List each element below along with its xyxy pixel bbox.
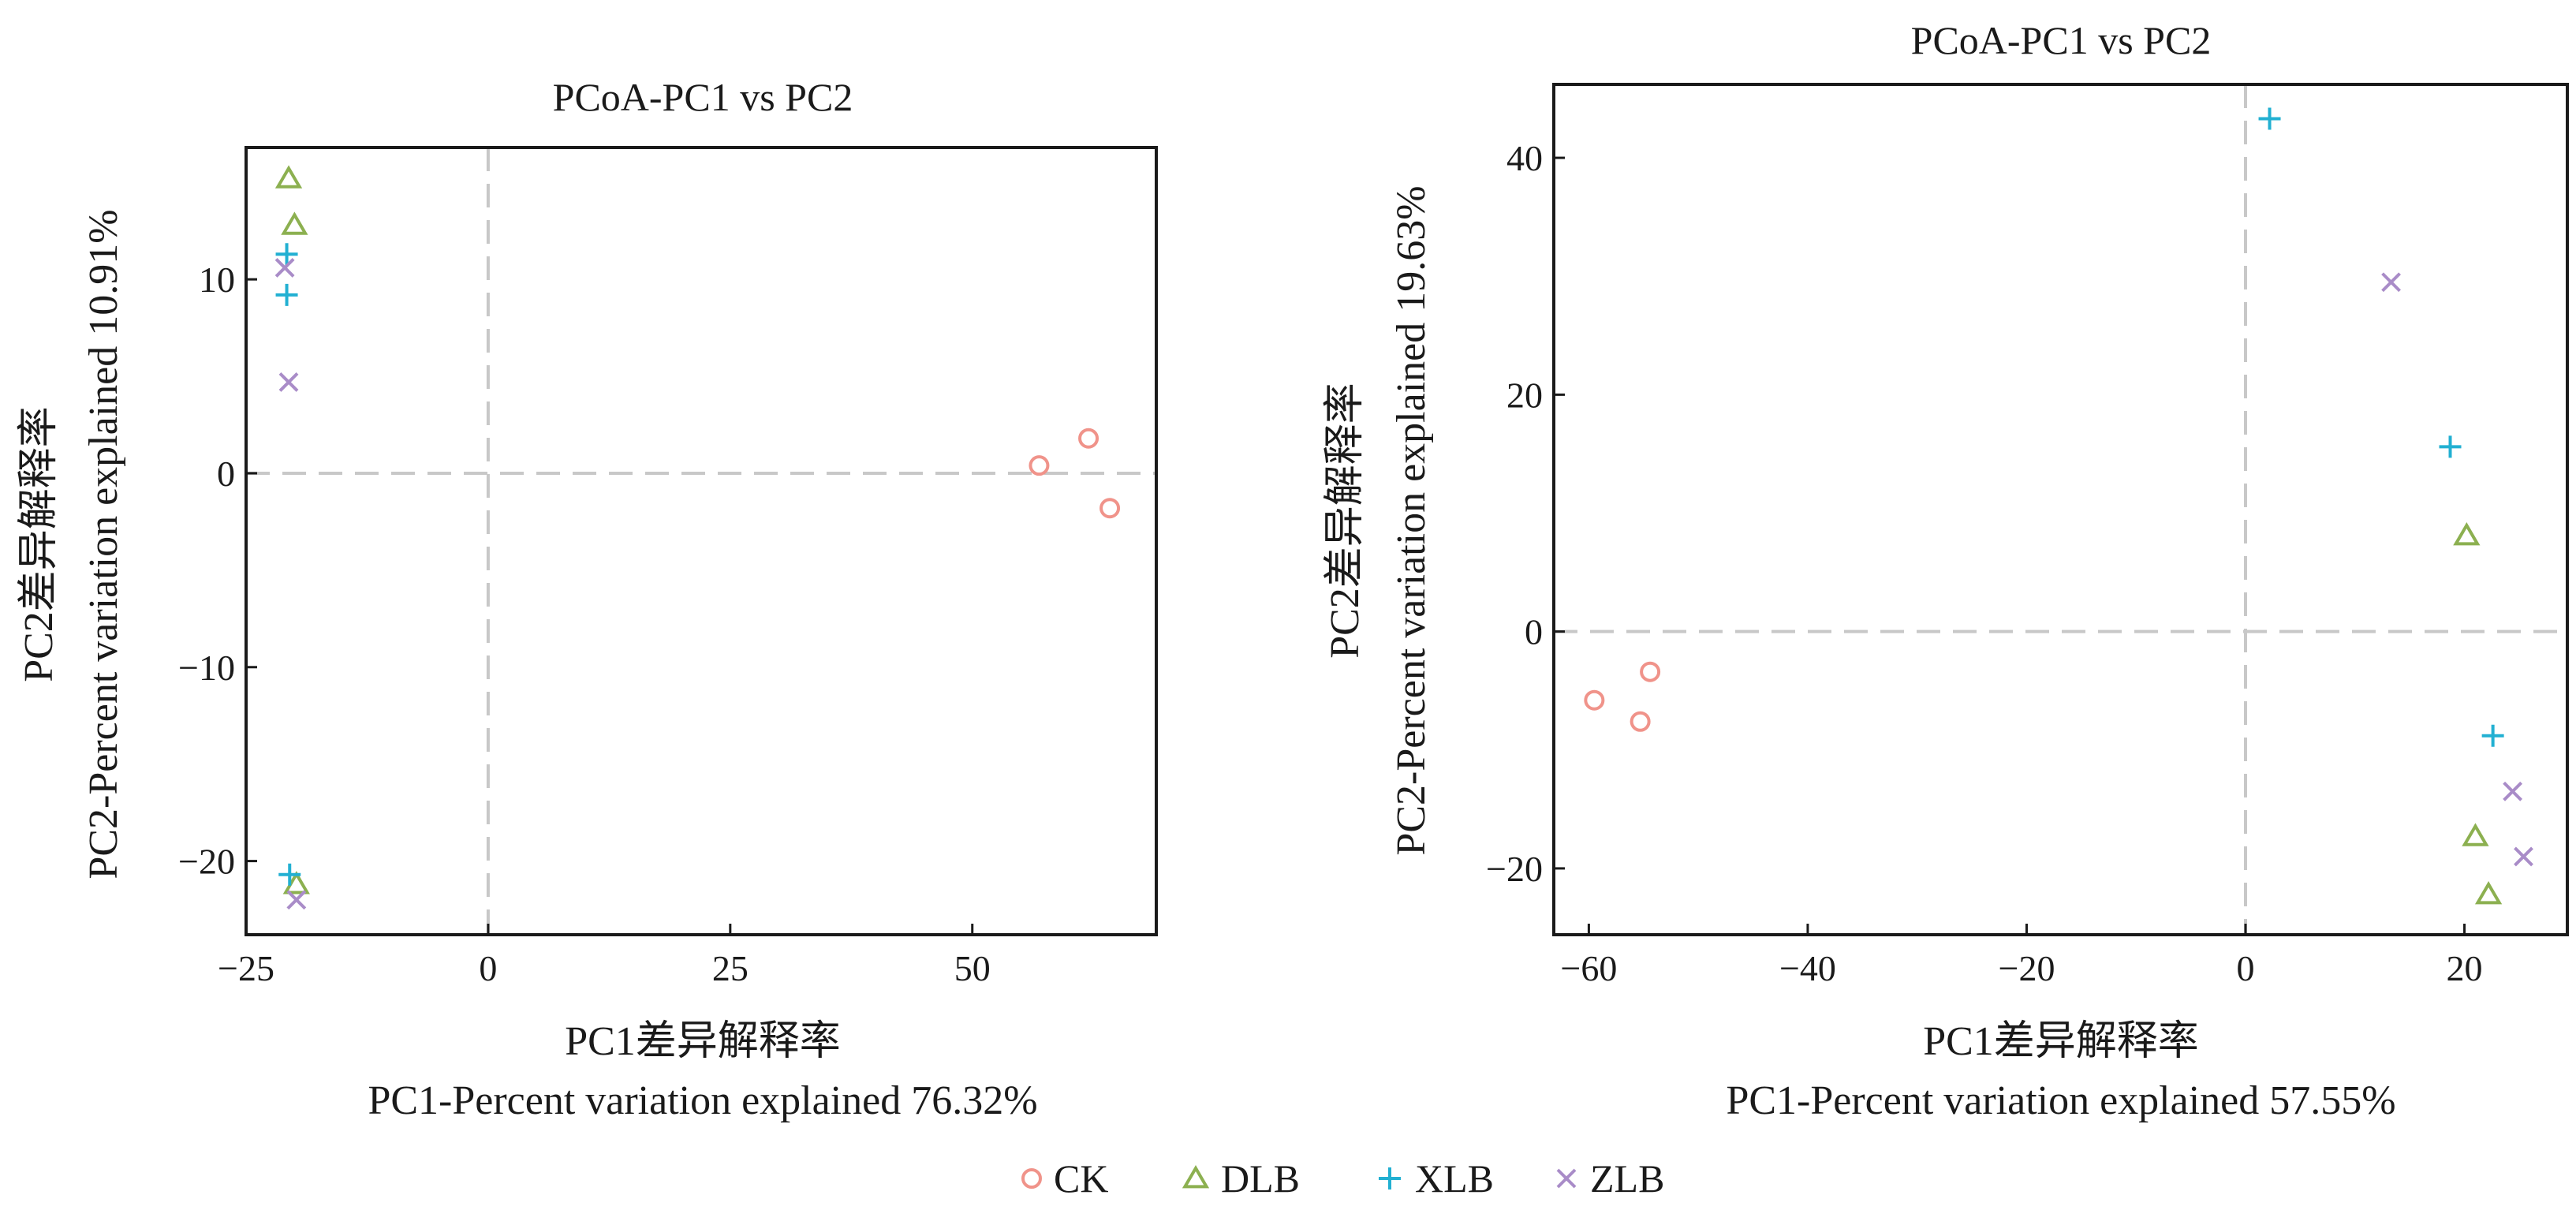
legend-marker-xlb (1379, 1167, 1401, 1190)
point-left-xlb-2 (278, 863, 301, 886)
point-right-zlb-2 (2514, 846, 2533, 867)
x-tick-label-right-0: −60 (1560, 948, 1617, 988)
x-tick-label-left-2: 25 (712, 948, 749, 988)
legend-label-zlb: ZLB (1590, 1156, 1664, 1201)
legend-label-dlb: DLB (1221, 1156, 1300, 1201)
point-right-ck-0 (1584, 689, 1605, 711)
panel-left: PCoA-PC1 vs PC2 −25 0 25 50 −20 −10 0 10 PC1差异解… (17, 75, 1158, 1123)
y-tick-label-left-1: −10 (178, 648, 235, 688)
legend-marker-zlb-shape (1556, 1168, 1577, 1189)
legend-item-zlb: ZLB (1556, 1156, 1664, 1201)
x-tick-label-left-1: 0 (479, 948, 497, 988)
point-right-xlb-2 (2481, 724, 2504, 747)
y-tick-label-right-3: 40 (1506, 138, 1543, 178)
y-tick-label-left-2: 0 (217, 454, 235, 494)
y-axis-label-right: PC2差异解释率 (1323, 383, 1368, 659)
legend-item-dlb: DLB (1182, 1156, 1300, 1201)
legend-marker-dlb-shape (1182, 1165, 1210, 1189)
point-right-zlb-0 (2381, 272, 2401, 293)
x-tick-label-left-0: −25 (218, 948, 274, 988)
x-tick-label-right-2: −20 (1999, 948, 2055, 988)
chart-title-left: PCoA-PC1 vs PC2 (553, 75, 853, 119)
x-axis-sublabel-right: PC1-Percent variation explained 57.55% (1726, 1078, 2395, 1123)
point-right-ck-2 (1640, 661, 1661, 682)
point-right-xlb-1 (2439, 435, 2462, 458)
legend-marker-zlb (1556, 1168, 1577, 1189)
y-axis-label-left: PC2差异解释率 (17, 406, 62, 682)
point-left-dlb-0 (274, 165, 303, 189)
point-right-dlb-0 (2453, 522, 2481, 546)
x-axis-label-right: PC1差异解释率 (1923, 1019, 2199, 1064)
point-left-zlb-0 (274, 257, 295, 278)
y-tick-label-right-0: −20 (1486, 849, 1543, 889)
points-left (274, 165, 1121, 910)
y-tick-label-left-3: 10 (199, 260, 235, 300)
legend-marker-ck (1021, 1168, 1042, 1189)
chart-title-right: PCoA-PC1 vs PC2 (1911, 18, 2212, 62)
x-tick-label-right-3: 0 (2237, 948, 2255, 988)
point-left-ck-0 (1029, 455, 1050, 476)
point-left-dlb-1 (281, 211, 308, 235)
y-axis-sublabel-left: PC2-Percent variation explained 10.91% (81, 209, 126, 879)
legend-marker-dlb (1182, 1165, 1210, 1189)
point-left-ck-2 (1099, 498, 1121, 519)
panel-right: PCoA-PC1 vs PC2 −60 −40 −20 0 20 −20 0 20 40 PC1… (1323, 18, 2569, 1123)
legend-item-xlb: XLB (1379, 1156, 1494, 1201)
points-right (1584, 107, 2533, 905)
legend: CK DLB XLB ZLB (1021, 1156, 1664, 1201)
ticks-right: −60 −40 −20 0 20 −20 0 20 40 (1486, 138, 2483, 988)
legend-item-ck: CK (1021, 1156, 1108, 1201)
plot-frame-right (1552, 83, 2569, 936)
plot-frame-left (245, 146, 1158, 936)
legend-marker-xlb-shape (1379, 1167, 1401, 1190)
point-right-dlb-2 (2474, 880, 2503, 905)
x-tick-label-right-1: −40 (1779, 948, 1836, 988)
point-right-xlb-0 (2258, 107, 2281, 130)
point-left-ck-1 (1078, 428, 1099, 449)
y-tick-label-left-0: −20 (178, 842, 235, 882)
ticks-left: −25 0 25 50 −20 −10 0 10 (178, 260, 991, 988)
legend-label-xlb: XLB (1415, 1156, 1494, 1201)
point-right-zlb-1 (2503, 781, 2523, 801)
legend-marker-ck-shape (1021, 1168, 1042, 1189)
x-tick-label-right-4: 20 (2447, 948, 2483, 988)
y-axis-sublabel-right: PC2-Percent variation explained 19.63% (1389, 185, 1434, 855)
y-tick-label-right-2: 20 (1506, 375, 1543, 415)
point-left-zlb-2 (286, 890, 307, 910)
y-tick-label-right-1: 0 (1525, 612, 1543, 652)
point-left-xlb-0 (275, 243, 298, 266)
point-left-zlb-1 (278, 372, 299, 392)
legend-label-ck: CK (1054, 1156, 1108, 1201)
x-axis-sublabel-left: PC1-Percent variation explained 76.32% (368, 1078, 1037, 1123)
point-right-dlb-1 (2462, 823, 2489, 846)
point-right-ck-1 (1630, 711, 1651, 732)
x-axis-label-left: PC1差异解释率 (565, 1019, 841, 1064)
x-tick-label-left-3: 50 (954, 948, 991, 988)
point-left-xlb-1 (275, 283, 298, 306)
